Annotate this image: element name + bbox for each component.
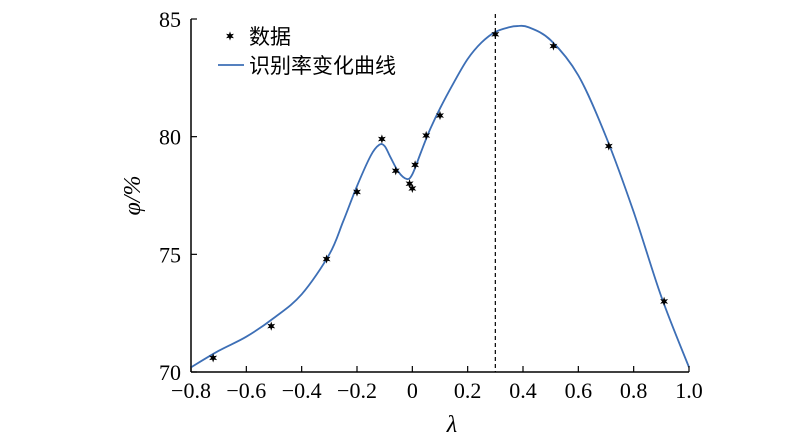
marker-layer <box>209 29 669 363</box>
curve-layer <box>190 24 690 369</box>
data-point-marker <box>377 134 386 144</box>
x-tick-label: 0.6 <box>565 378 593 403</box>
legend-label-curve: 识别率变化曲线 <box>249 54 396 78</box>
x-axis-ticks: −0.8 −0.6 −0.4 −0.2 0 0.2 0.4 0.6 0.8 1.0 <box>171 366 703 403</box>
data-point-marker <box>549 41 558 51</box>
x-tick-label: 1.0 <box>675 378 703 403</box>
data-point-marker <box>267 321 276 331</box>
x-tick-label: 0.4 <box>509 378 537 403</box>
data-point-marker <box>353 187 361 197</box>
y-tick-label: 80 <box>159 125 181 150</box>
x-axis-title: λ <box>446 412 457 438</box>
legend: 数据 识别率变化曲线 <box>218 25 396 78</box>
data-point-marker <box>209 353 218 363</box>
y-axis-title: φ/% <box>120 176 146 216</box>
y-tick-label: 70 <box>159 360 181 385</box>
data-point-marker <box>411 160 420 170</box>
plot-frame <box>190 19 689 373</box>
legend-label-data: 数据 <box>249 25 291 49</box>
x-tick-label: 0.2 <box>454 378 482 403</box>
y-tick-label: 85 <box>159 7 181 32</box>
data-point-marker <box>408 183 417 194</box>
x-tick-label: 0 <box>407 378 418 403</box>
x-tick-label: 0.8 <box>620 378 648 403</box>
data-point-marker <box>604 141 613 151</box>
y-tick-label: 75 <box>159 242 181 267</box>
legend-star-marker <box>226 31 234 41</box>
legend-scatter-swatch <box>226 31 234 41</box>
data-point-marker <box>405 179 414 189</box>
y-axis-ticks: 70 75 80 85 <box>159 7 197 385</box>
data-point-marker <box>660 296 669 306</box>
x-tick-label: −0.4 <box>282 378 322 403</box>
x-tick-label: −0.6 <box>226 378 266 403</box>
x-tick-label: −0.8 <box>171 378 211 403</box>
data-point-marker <box>391 166 400 176</box>
recognition-rate-curve <box>190 24 690 369</box>
data-point-marker <box>491 29 500 39</box>
data-point-marker <box>322 254 331 264</box>
x-tick-label: −0.2 <box>337 378 377 403</box>
data-point-marker <box>422 130 431 141</box>
data-point-marker <box>436 110 444 121</box>
